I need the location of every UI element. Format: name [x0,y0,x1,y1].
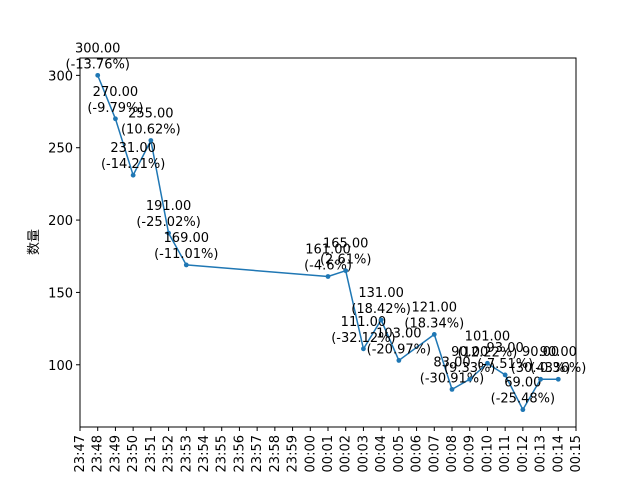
data-point [130,172,136,178]
data-label-value: 83.00 [433,355,470,370]
data-label-value: 90.00 [451,345,488,360]
data-label-change: (9.33%) [444,361,495,376]
data-label-value: 169.00 [164,231,210,246]
data-label-change: (-32.12%) [331,331,395,346]
x-tick-label: 00:08 [445,435,460,472]
data-label-value: 111.00 [341,315,387,330]
data-point [467,376,473,382]
data-label-value: 131.00 [358,286,404,301]
x-tick-label: 00:04 [374,435,389,472]
data-point [520,407,526,413]
data-point [95,72,101,78]
data-label-change: (-0.36%) [530,361,586,376]
data-label-change: (-9.79%) [87,101,143,116]
data-label-change: (2.61%) [320,253,371,268]
y-tick-label: 300 [48,69,73,84]
data-label-value: 191.00 [146,199,192,214]
data-label-change: (-4.6%) [304,259,352,274]
x-tick-label: 23:54 [197,435,212,472]
data-label-change: (-11.01%) [154,247,218,262]
data-point [166,230,171,236]
data-point [396,358,402,363]
data-label-change: (-7.51%) [477,357,533,372]
data-point [361,346,366,352]
x-tick-label: 23:58 [268,435,283,472]
data-label-change: (30.43%) [511,361,571,376]
data-label-value: 231.00 [110,141,156,156]
data-label-change: (-14.21%) [101,157,165,172]
data-point [431,331,437,337]
x-axis: 23:47 23:48 23:49 23:50 23:51 23:52 23:53 23:54… [73,427,584,472]
x-tick-label: 23:51 [144,435,159,472]
x-tick-label: 23:50 [126,435,141,472]
data-label-change: (10.62%) [121,122,181,137]
data-label-value: 69.00 [504,376,541,391]
x-tick-label: 00:15 [569,435,584,472]
y-axis-title: 数量 [27,229,42,255]
data-point [538,376,543,382]
x-tick-label: 00:05 [392,435,407,472]
x-tick-label: 23:48 [91,435,106,472]
x-tick-label: 23:47 [73,435,88,472]
x-tick-label: 00:13 [534,435,549,472]
x-tick-label: 00:09 [463,435,478,472]
x-tick-label: 00:11 [498,435,513,472]
data-point [148,138,154,143]
data-label-change: (18.42%) [351,302,411,317]
data-label-value: 90.00 [522,345,559,360]
x-tick-label: 00:12 [516,435,531,472]
x-tick-label: 00:06 [410,435,425,472]
x-tick-label: 00:14 [551,435,566,472]
data-label-value: 121.00 [412,300,458,315]
data-label-value: 270.00 [93,85,139,100]
data-label-change: (-13.76%) [66,57,130,72]
y-axis: 100 150 200 250 300 [48,69,80,374]
data-point [378,317,384,323]
y-tick-label: 100 [48,359,73,374]
data-label-change: (-25.02%) [136,215,200,230]
data-label-value: 165.00 [323,237,369,252]
x-tick-label: 23:59 [286,435,301,472]
x-tick-label: 23:52 [162,435,177,472]
data-label-change: (12.22%) [458,345,518,360]
data-point [113,116,118,122]
data-label-value: 93.00 [487,341,524,356]
data-point [485,360,490,366]
y-tick-label: 150 [48,286,73,301]
x-tick-label: 00:10 [480,435,495,472]
data-point [325,274,331,279]
data-point [183,262,189,268]
data-label-change: (-20.97%) [367,342,431,357]
x-tick-label: 23:57 [250,435,265,472]
x-tick-label: 23:56 [232,435,247,472]
data-point [555,376,561,382]
x-tick-label: 00:00 [303,435,318,472]
data-label-value: 103.00 [376,326,422,341]
y-tick-label: 200 [48,214,73,229]
data-point [502,372,508,378]
data-label-value: 161.00 [305,243,351,258]
y-tick-label: 250 [48,142,73,157]
x-tick-label: 00:03 [356,435,371,472]
data-label-change: (-30.91%) [420,371,484,386]
data-point [343,268,349,274]
plot-layer: 300.00(-13.76%) 270.00(-9.79%) 231.00(-14.… [66,41,586,413]
data-label-value: 300.00 [75,41,121,56]
x-tick-label: 00:07 [427,435,442,472]
data-point [449,386,455,392]
x-tick-label: 00:01 [321,435,336,472]
data-label-value: 90.00 [540,345,577,360]
data-label-value: 255.00 [128,106,174,121]
x-tick-label: 00:02 [339,435,354,472]
data-label-value: 101.00 [465,329,511,344]
data-label-change: (18.34%) [404,316,464,331]
x-tick-label: 23:55 [215,435,230,472]
x-tick-label: 23:53 [179,435,194,472]
x-tick-label: 23:49 [108,435,123,472]
data-label-change: (-25.48%) [491,392,555,407]
